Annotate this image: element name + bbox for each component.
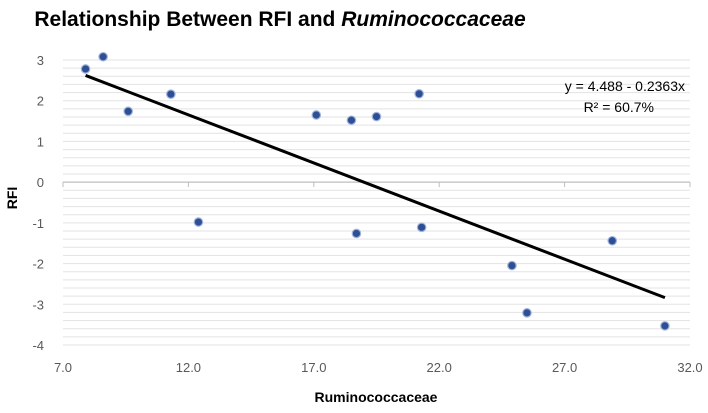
- x-tick-label: 32.0: [677, 360, 702, 375]
- x-axis: [62, 181, 691, 188]
- trendline: [85, 74, 666, 300]
- y-axis-label: RFI: [4, 187, 20, 210]
- x-tick-label: 12.0: [176, 360, 201, 375]
- chart-title-main: Relationship Between RFI and: [34, 8, 341, 31]
- data-points: [80, 51, 670, 331]
- data-point: [371, 111, 382, 122]
- trendline-group: [85, 74, 666, 300]
- y-tick-label: -4: [32, 338, 44, 353]
- data-point: [98, 51, 108, 62]
- data-point: [311, 110, 322, 120]
- y-tick-label: -1: [32, 216, 44, 231]
- chart-title-italic: Ruminococcaceae: [341, 8, 526, 31]
- y-tick-label: -3: [32, 297, 44, 312]
- y-tick-label: 2: [37, 94, 44, 109]
- x-tick-label: 27.0: [552, 360, 577, 375]
- data-point: [193, 217, 204, 227]
- data-point: [123, 106, 134, 117]
- y-tick-label: 3: [37, 53, 44, 68]
- r-squared-label: R² = 60.7%: [584, 99, 654, 115]
- data-point: [522, 308, 532, 318]
- data-point: [607, 235, 618, 246]
- gridlines: [63, 59, 690, 346]
- x-tick-label: 17.0: [301, 360, 326, 375]
- data-point: [346, 115, 357, 126]
- x-tick-label: 7.0: [54, 360, 72, 375]
- data-point: [414, 88, 424, 99]
- data-point: [351, 228, 362, 239]
- x-axis-label: Ruminococcaceae: [315, 389, 438, 405]
- data-point: [507, 260, 517, 271]
- x-tick-label: 22.0: [427, 360, 452, 375]
- trend-equation: y = 4.488 - 0.2363x: [565, 78, 685, 94]
- y-tick-label: -2: [32, 257, 44, 272]
- data-point: [660, 321, 670, 331]
- data-point: [416, 222, 427, 233]
- y-tick-label: 0: [37, 175, 44, 190]
- data-point: [80, 64, 91, 74]
- data-point: [166, 89, 176, 99]
- y-tick-labels: 3 2 1 0 -1 -2 -3 -4: [32, 53, 44, 353]
- y-tick-label: 1: [37, 134, 44, 149]
- x-tick-labels: 7.0 12.0 17.0 22.0 27.0 32.0: [54, 360, 703, 375]
- chart-title: Relationship Between RFI and Ruminococca…: [34, 8, 526, 31]
